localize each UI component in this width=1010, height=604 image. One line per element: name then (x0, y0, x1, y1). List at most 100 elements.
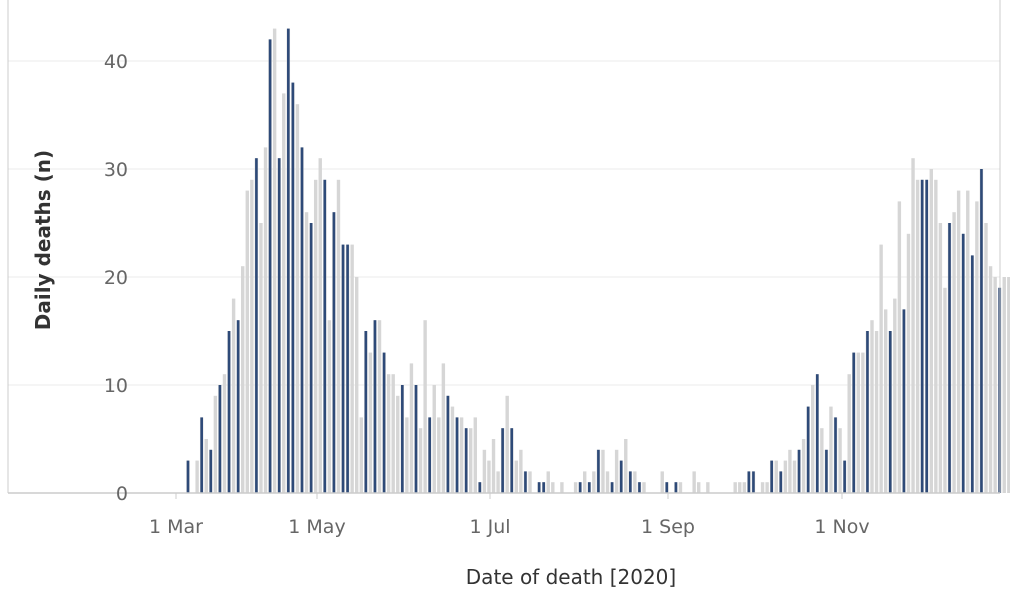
bar-60 (459, 417, 464, 493)
highlight-bar-146 (852, 352, 856, 493)
bar-45 (391, 374, 395, 493)
bar-80 (551, 482, 555, 493)
bar-89 (592, 471, 596, 493)
bar-62 (469, 428, 473, 493)
highlight-bar-78 (542, 482, 545, 493)
bar-46 (396, 395, 400, 493)
highlight-bar-47 (401, 385, 404, 493)
y-axis-title: Daily deaths (n) (31, 150, 55, 330)
highlight-bar-162 (925, 179, 929, 494)
bar-98 (633, 471, 637, 493)
highlight-bar-90 (597, 449, 600, 493)
bar-44 (386, 374, 391, 493)
highlight-bar-130 (779, 471, 783, 493)
bar-2 (195, 460, 199, 493)
bar-120 (733, 482, 737, 493)
bar-147 (856, 352, 861, 493)
highlight-bar-18 (268, 39, 272, 494)
bar-52 (423, 320, 427, 493)
highlight-bar-30 (323, 179, 327, 494)
highlight-bar-3 (200, 417, 203, 493)
bar-177 (993, 277, 997, 493)
bar-152 (879, 244, 883, 493)
highlight-bar-74 (524, 471, 527, 493)
highlight-bar-43 (382, 352, 386, 493)
bar-67 (491, 439, 496, 493)
bar-160 (915, 179, 920, 494)
highlight-bar-64 (478, 482, 482, 493)
bar-21 (282, 93, 286, 494)
highlight-bar-53 (428, 417, 431, 493)
highlight-bar-134 (797, 449, 801, 493)
bar-63 (473, 417, 477, 493)
bar-108 (678, 482, 683, 493)
highlight-bar-20 (277, 158, 281, 493)
highlight-bar-7 (218, 385, 222, 493)
y-tick-label: 40 (104, 51, 128, 73)
bar-100 (642, 482, 646, 493)
highlight-bar-35 (346, 244, 349, 493)
bar-156 (897, 201, 902, 493)
x-tick-label: 1 Nov (814, 516, 869, 538)
bar-165 (938, 223, 943, 493)
y-tick-labels: 0 10 20 30 40 (104, 51, 128, 505)
y-tick-label: 10 (104, 375, 128, 397)
highlight-bar-32 (332, 212, 336, 493)
highlight-bar-0 (186, 460, 190, 493)
bar-145 (847, 374, 851, 493)
gridlines (8, 60, 1000, 386)
bar-51 (418, 428, 423, 493)
highlight-bar-157 (902, 309, 906, 493)
highlight-bar-22 (287, 28, 290, 493)
bar-153 (883, 309, 888, 493)
bar-137 (811, 385, 815, 493)
highlight-bar-61 (464, 428, 468, 493)
bar-96 (624, 439, 628, 493)
bar-68 (496, 471, 500, 493)
highlight-bar-136 (806, 406, 810, 493)
bar-37 (355, 277, 359, 493)
bar-29 (318, 158, 322, 493)
highlight-bar-27 (309, 223, 313, 493)
bar-159 (911, 158, 915, 493)
bar-6 (213, 395, 218, 493)
highlight-bar-128 (770, 460, 773, 493)
bar-122 (742, 482, 747, 493)
bar-148 (861, 352, 865, 493)
bar-175 (984, 223, 988, 493)
bar-72 (514, 460, 519, 493)
highlight-bar-170 (961, 233, 965, 494)
bar-75 (528, 471, 532, 493)
bar-112 (697, 482, 701, 493)
x-axis-title: Date of death [2020] (466, 565, 676, 589)
bar-85 (573, 482, 578, 493)
bar-127 (765, 482, 769, 493)
highlight-bar-154 (888, 331, 892, 493)
highlight-bar-105 (665, 482, 669, 493)
bar-73 (519, 449, 523, 493)
bar-36 (350, 244, 354, 493)
highlight-bar-23 (291, 82, 295, 493)
bar-14 (250, 179, 254, 494)
bar-92 (605, 471, 610, 493)
x-tick-label: 1 May (288, 516, 345, 538)
highlight-bar-142 (834, 417, 837, 493)
bar-24 (295, 104, 300, 493)
highlight-bar-95 (619, 460, 623, 493)
highlight-bar-9 (227, 331, 231, 493)
highlight-bar-97 (629, 471, 632, 493)
bar-42 (377, 320, 382, 493)
highlight-bar-39 (364, 331, 368, 493)
bar-180 (1007, 277, 1010, 493)
bar-82 (560, 482, 564, 493)
bar-155 (893, 298, 897, 493)
x-tick-label: 1 Jul (469, 516, 510, 538)
highlight-bar-123 (747, 471, 751, 493)
highlight-bar-140 (825, 449, 828, 493)
bar-176 (988, 266, 993, 493)
bar-114 (706, 482, 710, 493)
highlight-bar-174 (980, 169, 983, 493)
highlight-bar-15 (255, 158, 258, 493)
bar-171 (966, 190, 970, 493)
